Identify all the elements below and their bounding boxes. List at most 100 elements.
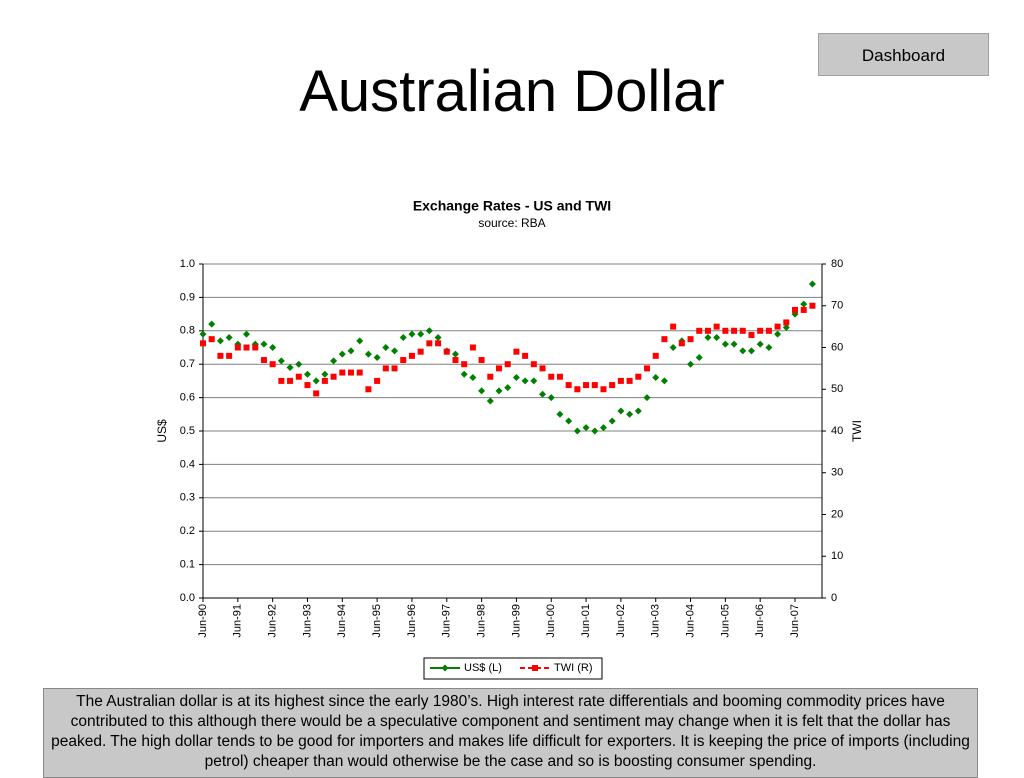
marker	[234, 344, 241, 351]
marker	[687, 336, 694, 343]
marker	[252, 344, 259, 351]
marker	[382, 365, 389, 372]
legend-marker	[532, 665, 538, 671]
y2-tick-label: 80	[831, 258, 843, 270]
marker	[216, 337, 224, 345]
x-tick-label: Jun-97	[441, 604, 453, 638]
marker	[556, 373, 563, 380]
marker	[200, 340, 206, 347]
marker	[731, 327, 738, 334]
marker	[495, 387, 503, 395]
marker	[356, 369, 363, 376]
marker	[426, 340, 433, 347]
marker	[609, 382, 616, 389]
marker	[217, 352, 224, 359]
x-tick-label: Jun-90	[197, 604, 209, 638]
marker	[373, 354, 381, 362]
marker	[347, 347, 355, 355]
marker	[573, 427, 581, 435]
chart-subtitle: source: RBA	[478, 216, 545, 230]
y2-tick-label: 50	[831, 383, 843, 395]
marker	[774, 323, 781, 330]
marker	[199, 330, 207, 338]
marker	[530, 361, 537, 368]
y2-tick-label: 60	[831, 341, 843, 353]
marker	[260, 340, 268, 348]
legend-label: US$ (L)	[464, 662, 502, 674]
marker	[556, 410, 564, 418]
marker	[443, 348, 450, 355]
marker	[451, 350, 459, 358]
marker	[226, 352, 233, 359]
marker	[287, 377, 294, 384]
marker	[748, 331, 755, 338]
chart-title: Exchange Rates - US and TWI	[413, 198, 611, 214]
marker	[504, 384, 512, 392]
x-tick-label: Jun-06	[754, 604, 766, 638]
marker	[747, 347, 755, 355]
marker	[565, 417, 573, 425]
marker	[704, 327, 711, 334]
marker	[591, 382, 598, 389]
marker	[617, 407, 625, 415]
marker	[660, 377, 668, 385]
marker	[338, 350, 346, 358]
marker	[634, 407, 642, 415]
y-tick-label: 0.3	[180, 492, 195, 504]
x-tick-label: Jun-03	[650, 604, 662, 638]
marker	[435, 340, 442, 347]
y2-tick-label: 70	[831, 300, 843, 312]
marker	[652, 374, 660, 382]
marker	[478, 357, 485, 364]
y2-tick-label: 20	[831, 508, 843, 520]
marker	[599, 424, 607, 432]
marker	[208, 320, 216, 328]
dashboard-button[interactable]: Dashboard	[818, 33, 989, 76]
marker	[513, 348, 520, 355]
marker	[278, 377, 285, 384]
marker	[782, 323, 790, 331]
marker	[626, 377, 633, 384]
marker	[330, 357, 338, 365]
x-tick-label: Jun-07	[789, 604, 801, 638]
y-tick-label: 0.4	[180, 458, 195, 470]
marker	[399, 333, 407, 341]
marker	[408, 352, 415, 359]
marker	[721, 340, 729, 348]
marker	[765, 344, 773, 351]
x-tick-label: Jun-01	[580, 604, 592, 638]
marker	[356, 337, 364, 345]
marker	[330, 373, 337, 380]
x-tick-label: Jun-05	[719, 604, 731, 638]
y-tick-label: 0.7	[180, 358, 195, 370]
y2-tick-label: 40	[831, 425, 843, 437]
y-tick-label: 0.9	[180, 291, 195, 303]
marker	[321, 370, 329, 378]
y2-tick-label: 30	[831, 467, 843, 479]
marker	[460, 370, 468, 378]
marker	[765, 327, 772, 334]
marker	[304, 382, 311, 389]
marker	[582, 424, 590, 432]
slide-title: Australian Dollar	[299, 59, 725, 124]
marker	[800, 300, 808, 308]
marker	[792, 306, 799, 313]
marker	[225, 333, 233, 341]
marker	[583, 382, 590, 389]
y-axis-label: US$	[155, 419, 169, 443]
legend-box	[423, 657, 603, 680]
x-tick-label: Jun-02	[615, 604, 627, 638]
marker	[295, 360, 303, 368]
marker	[808, 280, 816, 288]
marker	[521, 377, 529, 385]
marker	[365, 386, 372, 393]
marker	[339, 369, 346, 376]
marker	[574, 386, 581, 393]
x-tick-label: Jun-93	[301, 604, 313, 638]
marker	[504, 361, 511, 368]
marker	[243, 330, 251, 338]
marker	[547, 394, 555, 402]
marker	[713, 323, 720, 330]
marker	[644, 365, 651, 372]
